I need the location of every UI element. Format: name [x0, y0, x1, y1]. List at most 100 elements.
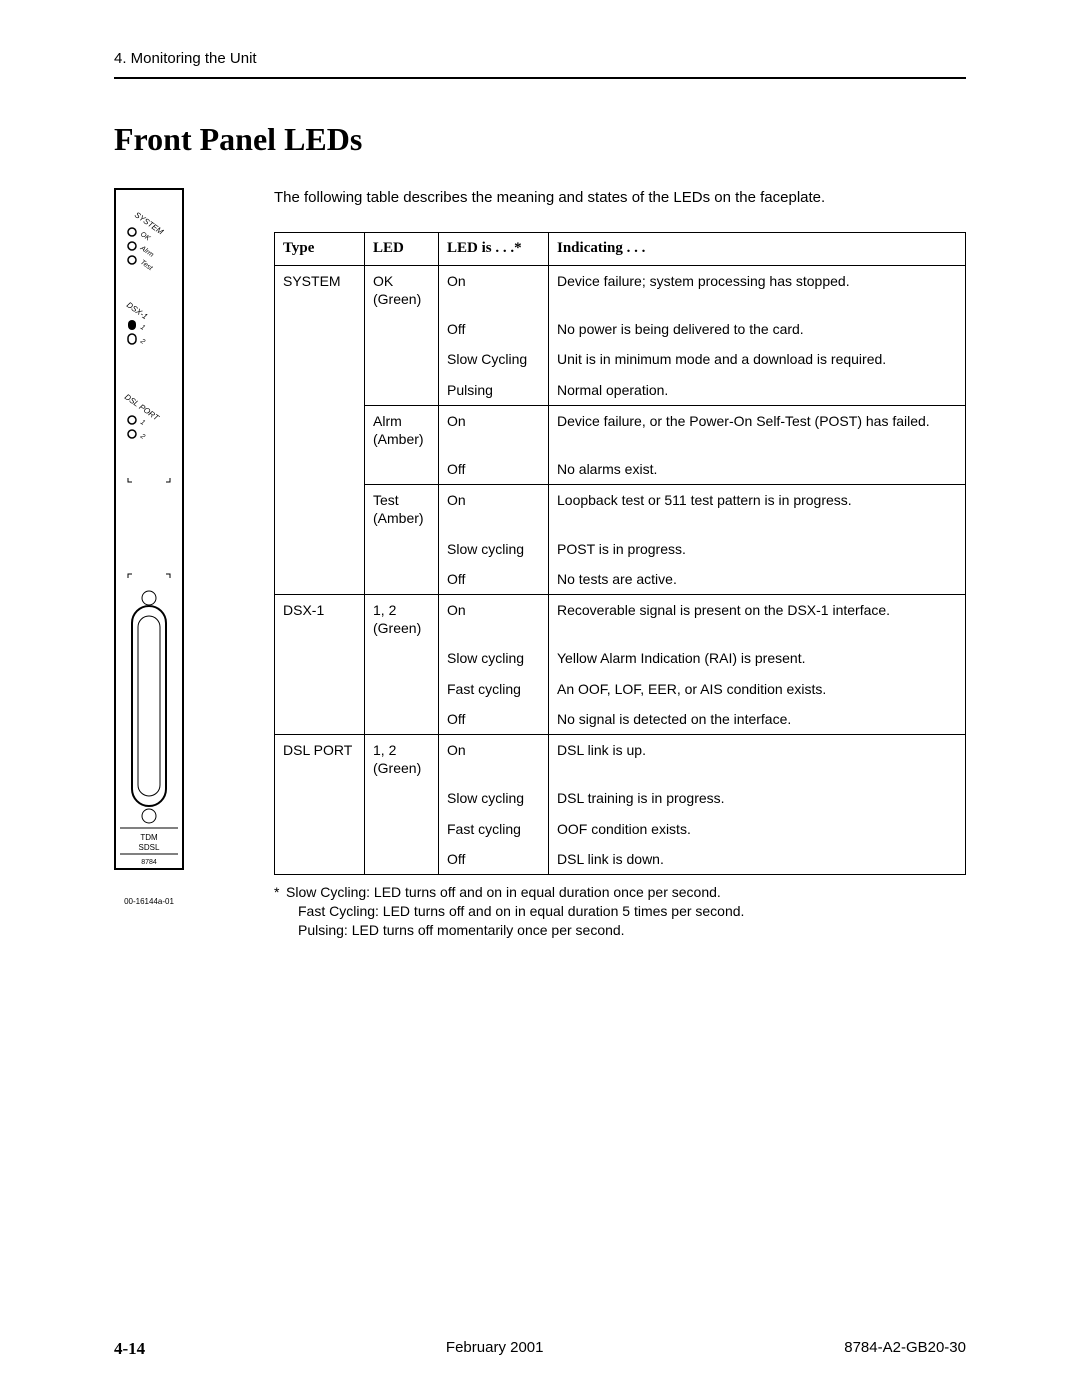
table-cell: Off	[439, 704, 549, 735]
table-cell: 1, 2 (Green)	[365, 734, 439, 783]
th-state: LED is . . .*	[439, 233, 549, 266]
intro-text: The following table describes the meanin…	[274, 188, 966, 208]
svg-text:2: 2	[138, 337, 146, 346]
table-cell: Recoverable signal is present on the DSX…	[549, 595, 966, 644]
table-cell: DSL link is down.	[549, 844, 966, 875]
table-cell	[275, 643, 365, 673]
svg-text:1: 1	[139, 324, 146, 332]
table-cell	[365, 783, 439, 813]
table-cell: On	[439, 595, 549, 644]
table-cell	[275, 783, 365, 813]
footer-date: February 2001	[446, 1339, 544, 1359]
table-cell	[365, 454, 439, 485]
table-cell: DSX-1	[275, 595, 365, 644]
table-cell: OOF condition exists.	[549, 814, 966, 844]
table-cell: Alrm (Amber)	[365, 405, 439, 454]
table-row: Slow cyclingDSL training is in progress.	[275, 783, 966, 813]
page-header: 4. Monitoring the Unit	[114, 50, 966, 79]
table-row: Fast cyclingOOF condition exists.	[275, 814, 966, 844]
table-row: Slow CyclingUnit is in minimum mode and …	[275, 344, 966, 374]
footer-docnum: 8784-A2-GB20-30	[844, 1339, 966, 1359]
table-cell: No tests are active.	[549, 564, 966, 595]
page-footer: 4-14 February 2001 8784-A2-GB20-30	[114, 1339, 966, 1359]
table-row: PulsingNormal operation.	[275, 375, 966, 406]
svg-text:OK: OK	[139, 231, 152, 243]
table-cell: Device failure, or the Power-On Self-Tes…	[549, 405, 966, 454]
footnote-2: Fast Cycling: LED turns off and on in eq…	[286, 902, 966, 921]
svg-text:DSX-1: DSX-1	[125, 300, 149, 321]
table-cell	[275, 844, 365, 875]
svg-text:TDM: TDM	[140, 833, 158, 842]
table-cell: Unit is in minimum mode and a download i…	[549, 344, 966, 374]
table-cell: An OOF, LOF, EER, or AIS condition exist…	[549, 674, 966, 704]
table-cell	[275, 485, 365, 534]
table-cell	[275, 534, 365, 564]
svg-text:2: 2	[138, 432, 146, 441]
th-type: Type	[275, 233, 365, 266]
table-cell	[275, 405, 365, 454]
table-cell	[365, 844, 439, 875]
table-row: Slow cyclingPOST is in progress.	[275, 534, 966, 564]
table-cell: DSL training is in progress.	[549, 783, 966, 813]
table-cell: Normal operation.	[549, 375, 966, 406]
table-cell: On	[439, 485, 549, 534]
table-row: Alrm (Amber)OnDevice failure, or the Pow…	[275, 405, 966, 454]
table-cell: Slow cycling	[439, 783, 549, 813]
table-cell: Slow Cycling	[439, 344, 549, 374]
table-cell: Loopback test or 511 test pattern is in …	[549, 485, 966, 534]
table-cell	[365, 814, 439, 844]
table-cell	[365, 643, 439, 673]
table-cell: OK (Green)	[365, 265, 439, 314]
table-cell: Off	[439, 564, 549, 595]
table-cell: Test (Amber)	[365, 485, 439, 534]
table-cell	[365, 564, 439, 595]
table-row: DSX-11, 2 (Green)OnRecoverable signal is…	[275, 595, 966, 644]
table-cell: On	[439, 265, 549, 314]
page-number: 4-14	[114, 1339, 145, 1359]
table-cell: Slow cycling	[439, 534, 549, 564]
table-cell	[365, 704, 439, 735]
table-cell: POST is in progress.	[549, 534, 966, 564]
th-indicating: Indicating . . .	[549, 233, 966, 266]
footnotes: *Slow Cycling: LED turns off and on in e…	[274, 883, 966, 940]
led-table: Type LED LED is . . .* Indicating . . . …	[274, 232, 966, 875]
table-cell: No power is being delivered to the card.	[549, 314, 966, 344]
table-cell	[365, 344, 439, 374]
table-cell: Off	[439, 454, 549, 485]
table-cell	[275, 704, 365, 735]
table-row: OffNo power is being delivered to the ca…	[275, 314, 966, 344]
table-cell	[275, 454, 365, 485]
svg-text:Test: Test	[139, 259, 155, 273]
table-row: Test (Amber)OnLoopback test or 511 test …	[275, 485, 966, 534]
th-led: LED	[365, 233, 439, 266]
table-cell	[275, 314, 365, 344]
table-cell: DSL link is up.	[549, 734, 966, 783]
table-cell: Off	[439, 844, 549, 875]
table-cell: No signal is detected on the interface.	[549, 704, 966, 735]
table-cell: 1, 2 (Green)	[365, 595, 439, 644]
svg-text:Alrm: Alrm	[138, 244, 155, 259]
table-cell	[275, 375, 365, 406]
table-cell: Off	[439, 314, 549, 344]
footnote-3: Pulsing: LED turns off momentarily once …	[286, 921, 966, 940]
faceplate-system-label: SYSTEM	[133, 210, 165, 236]
faceplate-figure: SYSTEM OK Alrm Test DSX-1 1 2 DSL PORT 1	[114, 188, 184, 906]
table-row: Slow cyclingYellow Alarm Indication (RAI…	[275, 643, 966, 673]
table-row: OffNo signal is detected on the interfac…	[275, 704, 966, 735]
table-cell: Fast cycling	[439, 674, 549, 704]
page-title: Front Panel LEDs	[114, 121, 966, 158]
table-cell: DSL PORT	[275, 734, 365, 783]
table-cell: Device failure; system processing has st…	[549, 265, 966, 314]
table-cell: Yellow Alarm Indication (RAI) is present…	[549, 643, 966, 673]
figure-id: 00-16144a-01	[114, 897, 184, 906]
table-row: OffNo alarms exist.	[275, 454, 966, 485]
table-cell	[365, 674, 439, 704]
table-cell: Fast cycling	[439, 814, 549, 844]
table-cell: No alarms exist.	[549, 454, 966, 485]
table-row: DSL PORT1, 2 (Green)OnDSL link is up.	[275, 734, 966, 783]
svg-text:8784: 8784	[141, 859, 157, 866]
table-cell: On	[439, 734, 549, 783]
svg-text:SDSL: SDSL	[139, 843, 160, 852]
table-cell: Slow cycling	[439, 643, 549, 673]
table-cell: SYSTEM	[275, 265, 365, 314]
